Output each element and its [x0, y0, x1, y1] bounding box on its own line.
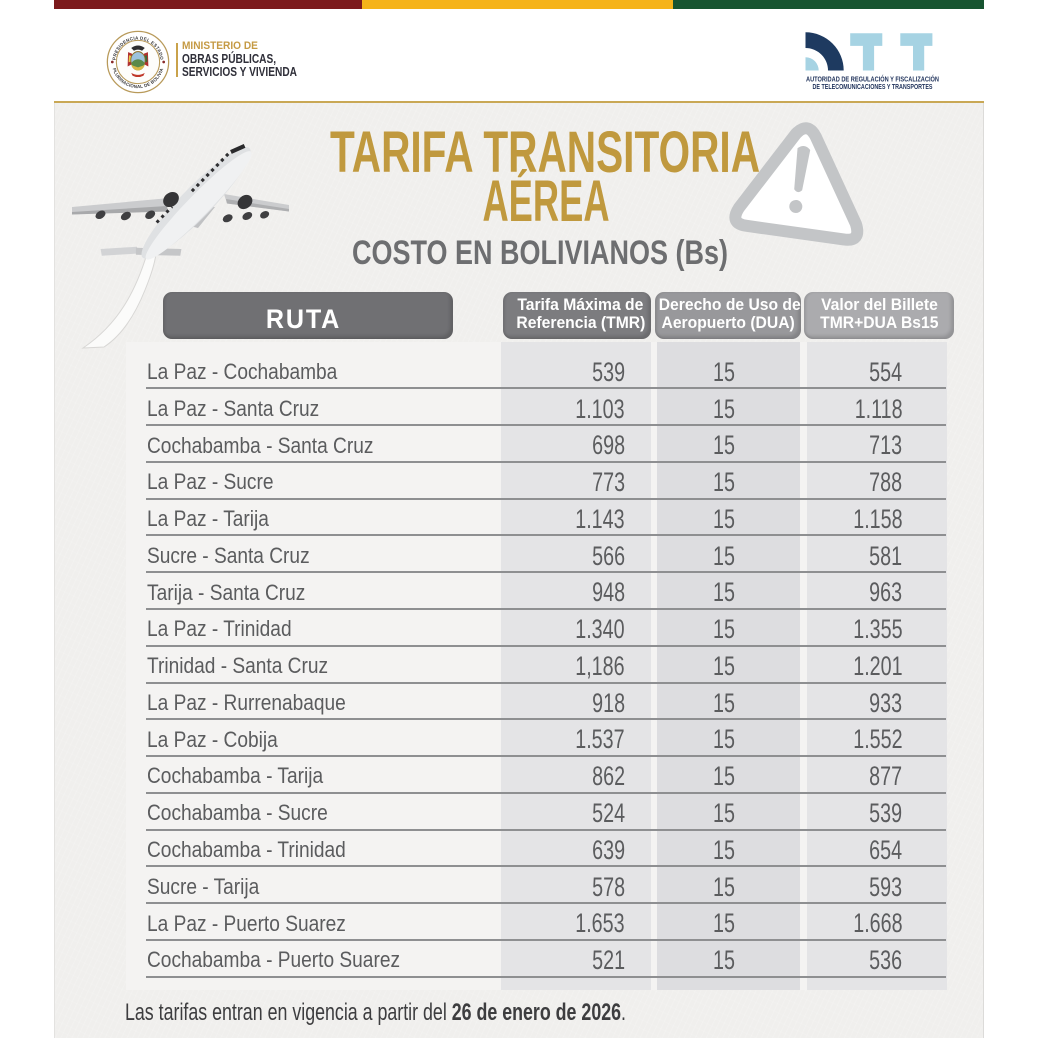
- svg-text:DE TELECOMUNICACIONES Y TRANSP: DE TELECOMUNICACIONES Y TRANSPORTES: [813, 82, 933, 91]
- svg-text:AUTORIDAD DE REGULACIÓN Y FISC: AUTORIDAD DE REGULACIÓN Y FISCALIZACIÓN: [806, 75, 939, 84]
